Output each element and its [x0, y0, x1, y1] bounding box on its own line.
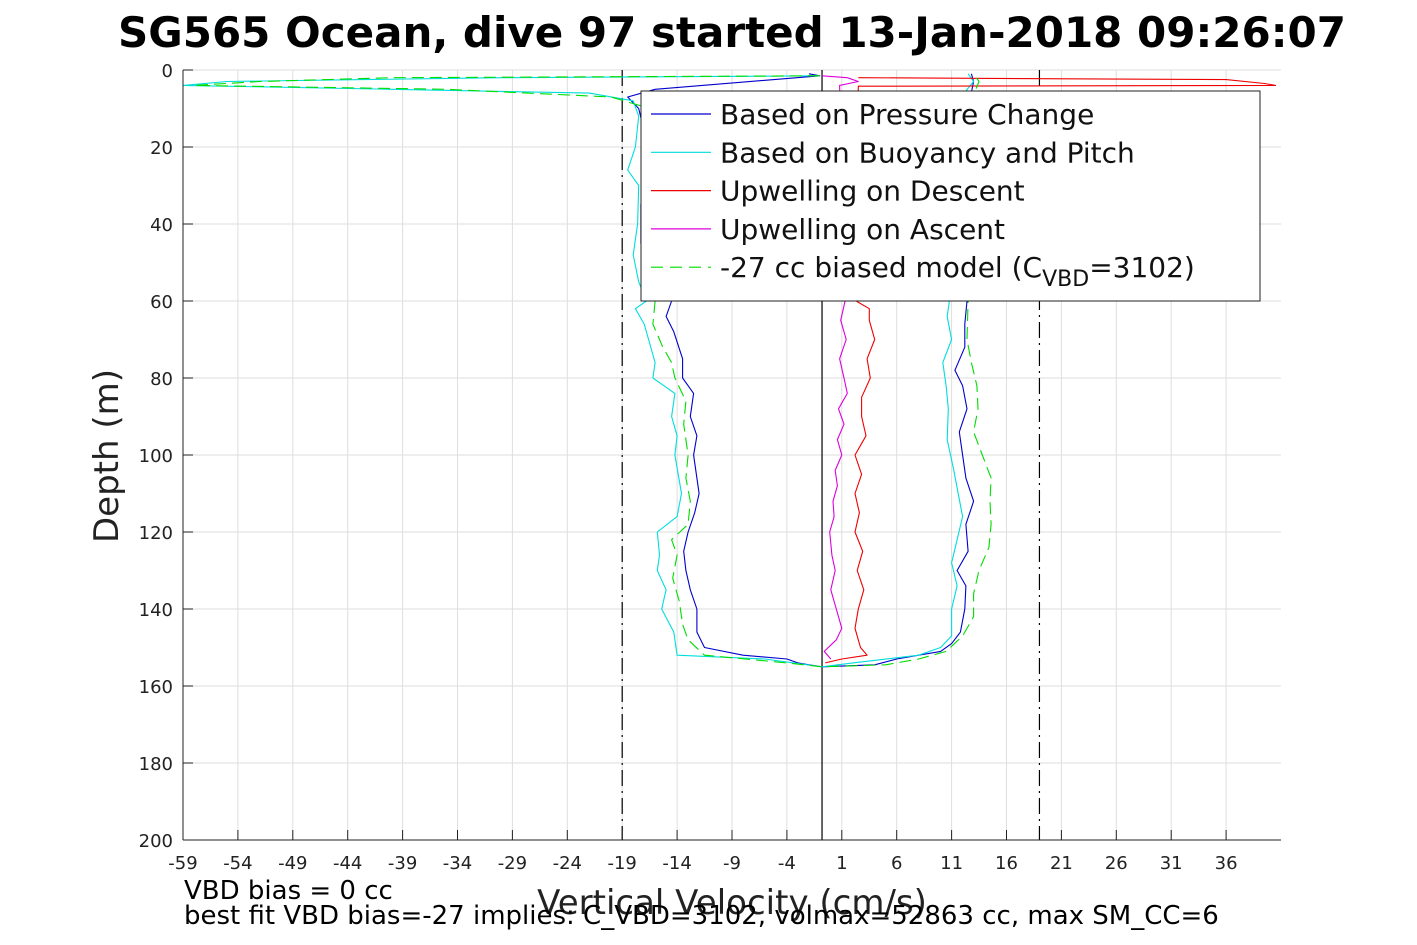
y-tick-label: 200 [139, 831, 173, 852]
x-tick-label: 26 [1105, 853, 1128, 874]
x-axis-label: Vertical Velocity (cm/s) [537, 883, 927, 923]
y-tick-label: 120 [139, 523, 173, 544]
legend-entries: Based on Pressure Change Based on Buoyanc… [651, 98, 1195, 292]
x-tick-label: 21 [1050, 853, 1073, 874]
y-tick-label: 80 [150, 369, 173, 390]
x-tick-label: -14 [662, 853, 691, 874]
y-tick-label: 20 [150, 138, 173, 159]
series-line [193, 73, 992, 668]
footer-vbd-bias: VBD bias = 0 cc [184, 876, 393, 906]
y-tick-label: 40 [150, 215, 173, 236]
y-tick-label: 140 [139, 600, 173, 621]
legend-label: Upwelling on Descent [720, 175, 1025, 208]
x-tick-label: -49 [278, 853, 307, 874]
legend-label: Based on Pressure Change [720, 98, 1094, 131]
x-tick-label: 16 [995, 853, 1018, 874]
legend-label: -27 cc biased model (CVBD=3102) [720, 251, 1195, 292]
legend-label: Based on Buoyancy and Pitch [720, 136, 1135, 169]
footer-best-fit: best fit VBD bias=-27 implies: C_VBD=310… [184, 901, 1219, 931]
x-tick-label: -59 [168, 853, 197, 874]
x-tick-label: -19 [607, 853, 636, 874]
axes [182, 69, 1281, 841]
x-tick-label: 1 [836, 853, 847, 874]
legend: Based on Pressure Change Based on Buoyanc… [640, 90, 1261, 302]
x-tick-labels: -59 -54 -49 -44 -39 -34 -29 -24 -19 -14 -9 -4 1 6 11 16… [168, 853, 1237, 874]
x-tick-label: 36 [1215, 853, 1238, 874]
y-tick-label: 100 [139, 446, 173, 467]
legend-label: Upwelling on Ascent [720, 213, 1005, 246]
x-tick-label: 6 [891, 853, 902, 874]
y-tick-label: 160 [139, 677, 173, 698]
x-tick-label: -9 [723, 853, 741, 874]
x-tick-label: -29 [498, 853, 527, 874]
y-tick-label: 0 [162, 61, 173, 82]
y-tick-label: 60 [150, 292, 173, 313]
x-tick-label: -54 [223, 853, 252, 874]
x-tick-label: -44 [333, 853, 362, 874]
x-tick-label: -39 [388, 853, 417, 874]
legend-box [640, 90, 1261, 302]
x-tick-label: 31 [1160, 853, 1183, 874]
x-tick-label: 11 [940, 853, 963, 874]
y-tick-label: 180 [139, 754, 173, 775]
x-tick-label: -34 [443, 853, 472, 874]
series-line [821, 75, 859, 660]
series-line [182, 73, 975, 668]
x-tick-label: -24 [553, 853, 582, 874]
y-axis-label: Depth (m) [87, 369, 127, 543]
x-tick-label: -4 [778, 853, 796, 874]
y-tick-labels: 0 20 40 60 80 100 120 140 160 180 200 [139, 61, 173, 852]
chart-title: SG565 Ocean, dive 97 started 13-Jan-2018… [118, 8, 1346, 57]
